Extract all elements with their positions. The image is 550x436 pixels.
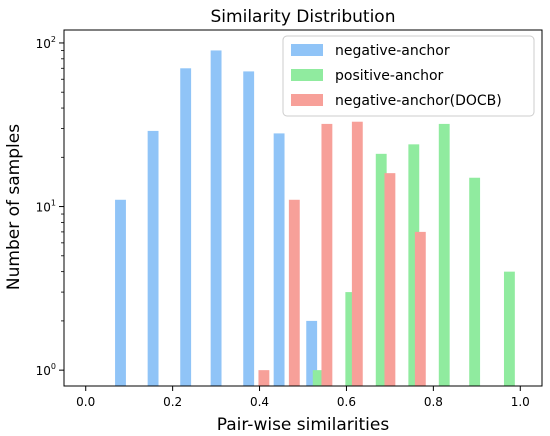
legend: negative-anchor positive-anchor negative-a… [282, 35, 535, 117]
bar-s0-3 [210, 50, 222, 387]
bar-s0-4 [243, 71, 255, 386]
bar-s1-0 [312, 370, 324, 386]
x-tick-label-5: 1.0 [511, 395, 530, 409]
legend-swatch-0 [291, 44, 323, 56]
x-axis-label: Pair-wise similarities [217, 415, 390, 435]
bar-s2-2 [321, 123, 333, 386]
bar-s2-0 [258, 370, 270, 386]
bar-s0-5 [273, 133, 285, 386]
bar-s1-4 [438, 123, 450, 386]
y-axis-label: Number of samples [4, 124, 24, 290]
chart-title: Similarity Distribution [211, 7, 396, 27]
bar-s1-3 [408, 144, 420, 386]
y-tick-label-1: 101 [36, 199, 56, 215]
x-tick-label-4: 0.8 [424, 395, 443, 409]
bar-s0-6 [306, 320, 318, 386]
bar-s2-1 [288, 199, 300, 386]
x-tick-label-3: 0.6 [337, 395, 356, 409]
x-tick-label-2: 0.4 [250, 395, 269, 409]
bar-s2-4 [384, 173, 396, 386]
bar-s2-5 [414, 231, 426, 386]
x-tick-label-1: 0.2 [163, 395, 182, 409]
bar-s0-1 [147, 130, 159, 386]
bar-s1-1 [345, 292, 357, 386]
bars-layer [115, 50, 515, 387]
x-axis-ticks: 0.0 0.2 0.4 0.6 0.8 1.0 [76, 386, 530, 409]
legend-box [282, 35, 535, 117]
y-axis-ticks: 100 101 102 [36, 35, 64, 378]
y-tick-label-0: 100 [36, 362, 56, 378]
x-tick-label-0: 0.0 [76, 395, 95, 409]
legend-swatch-1 [291, 69, 323, 81]
plot-frame [63, 29, 543, 387]
legend-label-2: negative-anchor(DOCB) [335, 93, 502, 109]
legend-label-0: negative-anchor [335, 43, 450, 59]
legend-swatch-2 [291, 94, 323, 106]
bar-s2-3 [351, 121, 363, 387]
bar-s0-0 [115, 199, 126, 386]
y-tick-label-2: 102 [36, 35, 56, 51]
bar-s1-2 [375, 153, 387, 386]
bar-s1-5 [469, 177, 481, 386]
bar-s0-2 [180, 68, 192, 386]
legend-label-1: positive-anchor [335, 68, 444, 84]
bar-s1-6 [503, 271, 515, 386]
